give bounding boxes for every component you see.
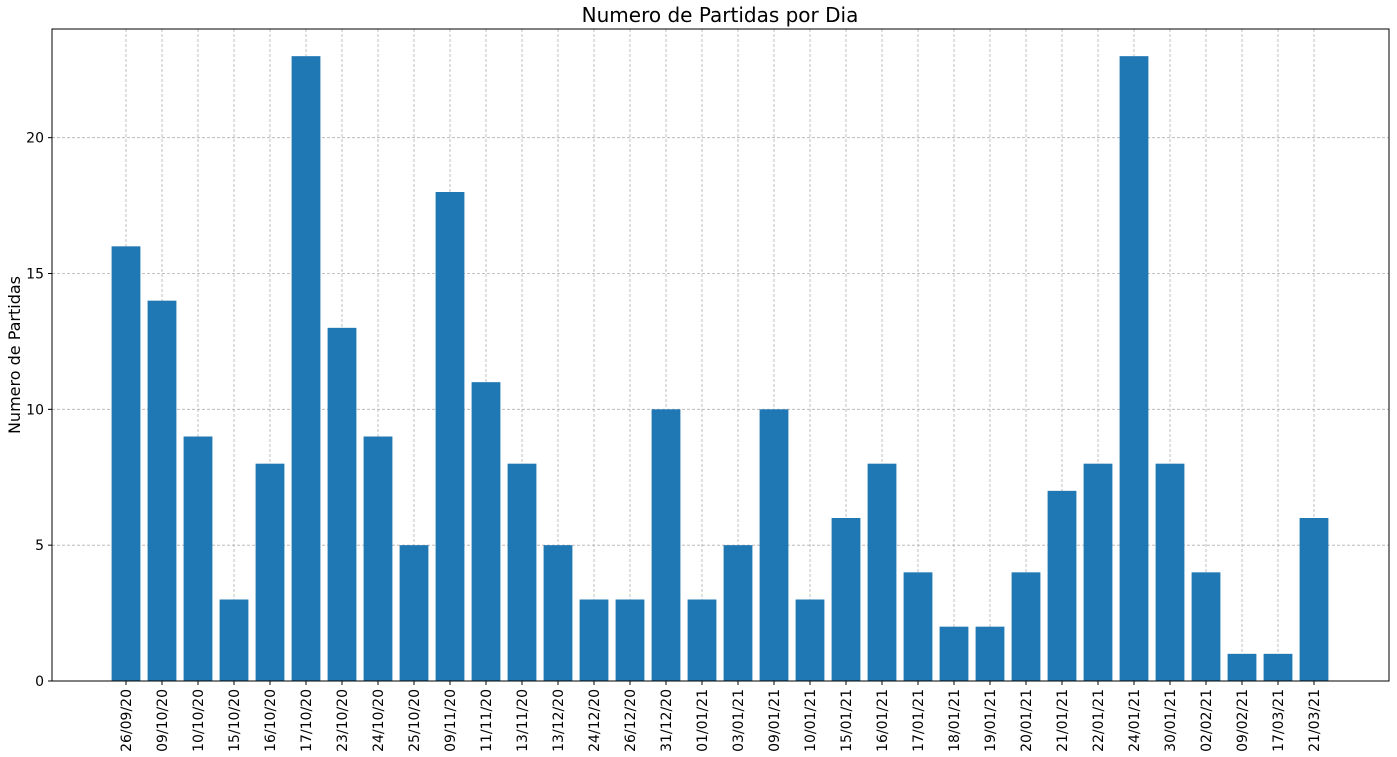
bar — [183, 436, 213, 681]
bar — [1155, 463, 1185, 681]
plot-frame — [51, 28, 1390, 682]
bar — [615, 599, 645, 681]
bar — [147, 300, 177, 681]
bar — [399, 545, 429, 681]
x-tick-label: 19/01/21 — [983, 689, 999, 752]
y-axis-label: Numero de Partidas — [5, 276, 24, 434]
x-tick-label: 20/01/21 — [1019, 689, 1035, 752]
bar — [1047, 490, 1077, 681]
x-tick-label: 13/12/20 — [551, 689, 567, 752]
x-tick-label: 09/02/21 — [1235, 689, 1251, 752]
x-tick-label: 15/10/20 — [227, 689, 243, 752]
x-tick-label: 03/01/21 — [731, 689, 747, 752]
x-tick-label: 09/01/21 — [767, 689, 783, 752]
x-tick-label: 02/02/21 — [1199, 689, 1215, 752]
x-tick-label: 22/01/21 — [1091, 689, 1107, 752]
bar — [975, 626, 1005, 681]
bar — [723, 545, 753, 681]
bar — [471, 382, 501, 681]
x-tick-label: 13/11/20 — [515, 689, 531, 752]
y-tick-label: 15 — [26, 267, 44, 283]
x-tick-label: 23/10/20 — [335, 689, 351, 752]
x-tick-label: 24/01/21 — [1127, 689, 1143, 752]
x-tick-label: 24/10/20 — [371, 689, 387, 752]
x-tick-label: 24/12/20 — [587, 689, 603, 752]
x-tick-label: 31/12/20 — [659, 689, 675, 752]
x-tick-label: 17/01/21 — [911, 689, 927, 752]
x-tick-label: 10/10/20 — [191, 689, 207, 752]
bar — [1011, 572, 1041, 681]
y-axis-ticks: 0 5 10 15 20 — [26, 131, 52, 690]
y-tick-label: 5 — [35, 538, 44, 554]
bar — [327, 327, 357, 681]
chart-title: Numero de Partidas por Dia — [582, 3, 859, 27]
y-tick-label: 10 — [26, 402, 44, 418]
x-tick-label: 10/01/21 — [803, 689, 819, 752]
bar — [651, 409, 681, 681]
x-tick-label: 21/01/21 — [1055, 689, 1071, 752]
bar — [903, 572, 933, 681]
x-axis-ticks: 26/09/20 09/10/20 10/10/20 15/10/20 16/10/20… — [119, 681, 1323, 752]
bar — [111, 246, 141, 682]
bar — [1299, 518, 1329, 681]
bar — [687, 599, 717, 681]
bar — [867, 463, 897, 681]
x-tick-label: 25/10/20 — [407, 689, 423, 752]
bar — [1263, 653, 1293, 681]
bar — [507, 463, 537, 681]
x-tick-label: 09/10/20 — [155, 689, 171, 752]
x-tick-label: 21/03/21 — [1307, 689, 1323, 752]
x-tick-label: 16/01/21 — [875, 689, 891, 752]
bar — [939, 626, 969, 681]
x-tick-label: 15/01/21 — [839, 689, 855, 752]
x-tick-label: 18/01/21 — [947, 689, 963, 752]
bar — [291, 56, 321, 681]
bar — [435, 192, 465, 681]
x-tick-label: 30/01/21 — [1163, 689, 1179, 752]
x-tick-label: 17/10/20 — [299, 689, 315, 752]
bar — [759, 409, 789, 681]
x-tick-label: 01/01/21 — [695, 689, 711, 752]
x-tick-label: 09/11/20 — [443, 689, 459, 752]
bar — [1119, 56, 1149, 681]
bar — [1191, 572, 1221, 681]
bars — [111, 56, 1329, 682]
y-tick-label: 20 — [26, 131, 44, 147]
bar — [1083, 463, 1113, 681]
grid-lines — [52, 29, 1389, 682]
bar — [363, 436, 393, 681]
x-tick-label: 16/10/20 — [263, 689, 279, 752]
bar — [255, 463, 285, 681]
bar — [831, 518, 861, 681]
bar — [543, 545, 573, 681]
x-tick-label: 26/12/20 — [623, 689, 639, 752]
bar — [795, 599, 825, 681]
x-tick-label: 11/11/20 — [479, 689, 495, 752]
bar — [579, 599, 609, 681]
bar — [1227, 653, 1257, 681]
y-tick-label: 0 — [35, 674, 44, 690]
x-tick-label: 26/09/20 — [119, 689, 135, 752]
x-tick-label: 17/03/21 — [1271, 689, 1287, 752]
bar — [219, 599, 249, 681]
